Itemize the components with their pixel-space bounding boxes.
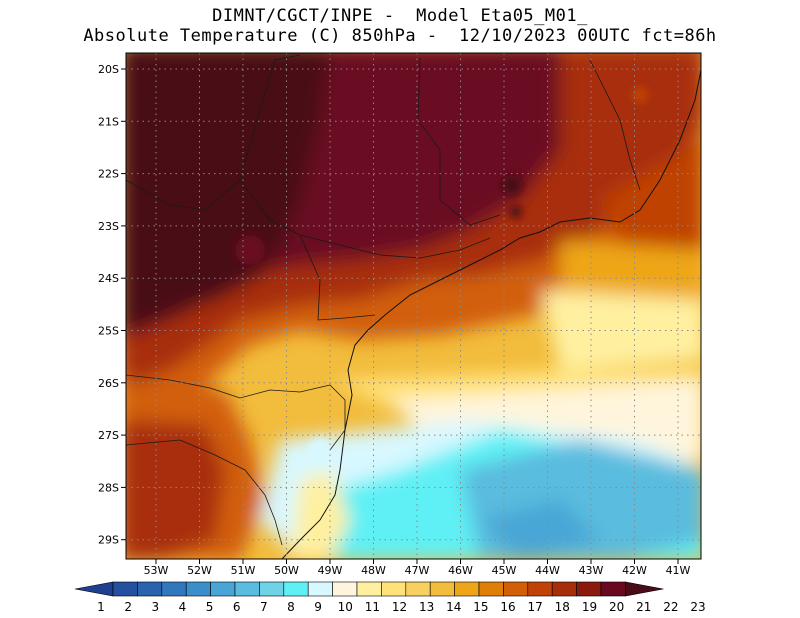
colorbar-label: 15	[473, 600, 488, 614]
colorbar-label: 9	[314, 600, 322, 614]
lat-tick-label: 25S	[98, 325, 119, 338]
colorbar-label: 13	[419, 600, 434, 614]
colorbar-label: 20	[609, 600, 624, 614]
lon-tick-label: 51W	[231, 564, 256, 577]
colorbar-swatch	[112, 581, 138, 597]
colorbar-label: 4	[179, 600, 187, 614]
colorbar-swatch	[137, 581, 163, 597]
lon-tick-label: 49W	[318, 564, 343, 577]
colorbar-label: 16	[500, 600, 515, 614]
lon-tick-label: 46W	[448, 564, 473, 577]
latitude-tick-labels: 20S 21S 22S 23S 24S 25S 26S 27S 28S 29S	[98, 63, 126, 547]
colorbar-label: 3	[151, 600, 159, 614]
colorbar-swatch	[527, 581, 553, 597]
colorbar-swatch	[210, 581, 236, 597]
colorbar-max-triangle	[625, 581, 664, 597]
colorbar-label: 5	[206, 600, 214, 614]
colorbar-swatch	[478, 581, 504, 597]
lon-tick-label: 48W	[361, 564, 386, 577]
colorbar-label: 17	[528, 600, 543, 614]
lat-tick-label: 28S	[98, 481, 119, 494]
colorbar-label: 22	[663, 600, 678, 614]
colorbar-swatch	[454, 581, 480, 597]
lon-tick-label: 44W	[535, 564, 560, 577]
colorbar-label: 1	[97, 600, 105, 614]
lat-tick-label: 21S	[98, 115, 119, 128]
colorbar-swatch	[405, 581, 431, 597]
lat-lon-grid	[126, 53, 701, 559]
title-line-1: DIMNT/CGCT/INPE - Model Eta05_M01_	[212, 6, 588, 26]
colorbar-label: 7	[260, 600, 268, 614]
lon-tick-label: 41W	[666, 564, 691, 577]
colorbar-label: 23	[690, 600, 705, 614]
colorbar-label: 14	[446, 600, 461, 614]
colorbar-label: 6	[233, 600, 241, 614]
colorbar-min-triangle	[74, 581, 114, 597]
lon-tick-label: 53W	[144, 564, 169, 577]
colorbar-swatch	[576, 581, 602, 597]
political-borders	[126, 54, 641, 546]
colorbar-label: 12	[392, 600, 407, 614]
colorbar-label: 18	[555, 600, 570, 614]
colorbar: 1 2 3 4 5 6 7 8 9 10 11 12 13 14 15 16 17 18 19 20 21 22 23	[74, 581, 706, 614]
lon-tick-label: 47W	[405, 564, 430, 577]
colorbar-swatch	[283, 581, 309, 597]
title-line-2: Absolute Temperature (C) 850hPa - 12/10/…	[83, 26, 717, 46]
lon-tick-label: 42W	[622, 564, 647, 577]
lat-tick-label: 29S	[98, 534, 119, 547]
lat-tick-label: 22S	[98, 168, 119, 181]
temperature-field	[126, 53, 701, 559]
lon-tick-label: 43W	[579, 564, 604, 577]
colorbar-swatch	[307, 581, 333, 597]
lat-tick-label: 20S	[98, 63, 119, 76]
colorbar-swatch	[503, 581, 529, 597]
colorbar-label: 21	[636, 600, 651, 614]
colorbar-swatch	[600, 581, 626, 597]
coastline	[281, 69, 701, 559]
longitude-tick-labels: 53W 52W 51W 50W 49W 48W 47W 46W 45W 44W 43W 42W 41W	[144, 559, 691, 577]
colorbar-swatch	[551, 581, 577, 597]
lat-tick-label: 27S	[98, 429, 119, 442]
lon-tick-label: 52W	[187, 564, 212, 577]
colorbar-label: 2	[124, 600, 132, 614]
colorbar-swatch	[259, 581, 285, 597]
colorbar-swatch	[429, 581, 455, 597]
colorbar-label: 11	[365, 600, 380, 614]
colorbar-label: 10	[338, 600, 353, 614]
lon-tick-label: 45W	[492, 564, 517, 577]
colorbar-swatch	[356, 581, 382, 597]
lat-tick-label: 23S	[98, 220, 119, 233]
map-frame	[125, 52, 702, 560]
colorbar-label: 19	[582, 600, 597, 614]
colorbar-swatch	[161, 581, 187, 597]
colorbar-swatch	[185, 581, 211, 597]
colorbar-label: 8	[287, 600, 295, 614]
lon-tick-label: 50W	[274, 564, 299, 577]
colorbar-swatch	[381, 581, 407, 597]
lat-tick-label: 24S	[98, 272, 119, 285]
lat-tick-label: 26S	[98, 377, 119, 390]
colorbar-swatch	[234, 581, 260, 597]
colorbar-swatch	[332, 581, 358, 597]
